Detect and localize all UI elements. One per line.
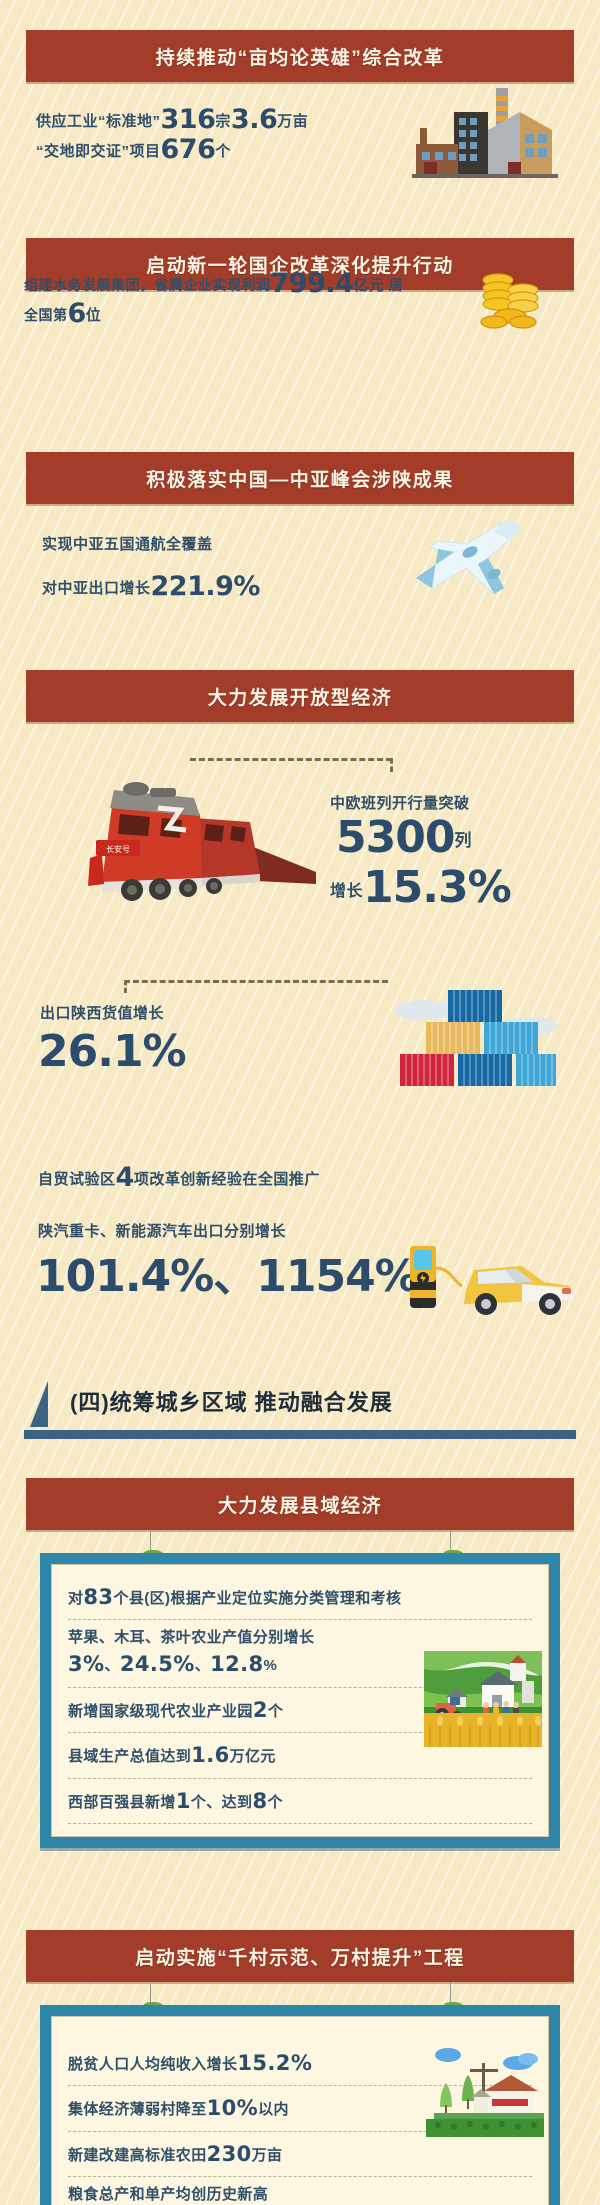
value-24-5pct: 24.5%: [119, 1652, 195, 1677]
value-ftz-4: 4: [115, 1162, 135, 1193]
bar-title: 启动新一轮国企改革深化提升行动: [146, 255, 454, 277]
stat-line-land-cert: “交地即交证”项目676个: [36, 134, 231, 165]
hook-wire-right-2: [450, 1982, 451, 2008]
shipping-containers-icon: [394, 990, 558, 1086]
train-stat-value: 5300列: [336, 812, 472, 863]
card-row: 粮食总产和单产均创历史新高: [68, 2177, 532, 2205]
value-rank-6: 6: [67, 298, 87, 329]
value-3-6: 3.6: [230, 104, 278, 135]
airplane-icon: [415, 521, 521, 595]
svg-text:长安号: 长安号: [106, 844, 130, 854]
card-row: 对83个县(区)根据产业定位实施分类管理和考核: [68, 1575, 532, 1621]
card-row: 新建改建高标准农田230万亩: [68, 2132, 532, 2178]
value-total-8: 8: [252, 1788, 268, 1813]
stat-line-standard-land: 供应工业“标准地”316宗3.6万亩: [36, 104, 309, 135]
county-economy-card-inner: 对83个县(区)根据产业定位实施分类管理和考核 苹果、木耳、茶叶农业产值分别增长…: [51, 1564, 549, 1837]
village-house-icon: [426, 2048, 544, 2137]
factory-icon: [412, 88, 558, 178]
village-project-card-inner: 脱贫人口人均纯收入增长15.2% 集体经济薄弱村降至10%以内 新建改建高标准农…: [51, 2016, 549, 2205]
section-bar-summit: 积极落实中国—中亚峰会涉陕成果: [26, 452, 574, 504]
section-flag-icon: [30, 1381, 48, 1427]
section-bar-mu-jun-reform: 持续推动“亩均论英雄”综合改革: [26, 30, 574, 82]
train-icon: 长安号: [88, 782, 316, 901]
section-rule: [24, 1430, 576, 1439]
value-new-1: 1: [175, 1788, 191, 1813]
container-stat-label: 出口陕西货值增长: [40, 1005, 165, 1022]
vehicle-stat-value: 101.4%、1154%: [36, 1240, 419, 1304]
value-1-6: 1.6: [191, 1743, 230, 1768]
value-3pct: 3%: [68, 1652, 105, 1677]
container-stat-value: 26.1%: [38, 1026, 187, 1077]
bar-title: 启动实施“千村示范、万村提升”工程: [135, 1947, 465, 1969]
section-bar-soe-reform: 启动新一轮国企改革深化提升行动: [26, 238, 574, 290]
stat-line-national-rank: 全国第6位: [24, 298, 102, 329]
stat-line-ftz: 自贸试验区4项改革创新经验在全国推广: [38, 1162, 320, 1193]
section-bar-village-project: 启动实施“千村示范、万村提升”工程: [26, 1930, 574, 1982]
value-15-2: 15.2%: [237, 2051, 313, 2075]
card-row: 脱贫人口人均纯收入增长15.2%: [68, 2041, 532, 2087]
value-15-3: 15.3%: [363, 862, 512, 913]
dashed-guide-train: [190, 758, 392, 761]
section-bar-open-economy: 大力发展开放型经济: [26, 670, 574, 722]
card-row: 苹果、木耳、茶叶农业产值分别增长 3%、24.5%、12.8%: [68, 1620, 532, 1688]
dashed-guide-train-tick: [390, 758, 393, 772]
stat-line-air-routes: 实现中亚五国通航全覆盖: [42, 536, 213, 553]
gold-coins-icon: [480, 273, 539, 329]
card-row: 新增国家级现代农业产业园2个: [68, 1688, 532, 1734]
value-26-1: 26.1%: [38, 1026, 187, 1077]
section-heading-four: (四)统筹城乡区域 推动融合发展: [24, 1381, 576, 1439]
value-10pct: 10%: [206, 2096, 259, 2121]
value-101-4-1154: 101.4%、1154%: [36, 1251, 419, 1302]
farm-village-icon: [424, 1651, 542, 1747]
hook-wire-left-2: [150, 1982, 151, 2008]
dashed-guide-container-tick: [124, 980, 127, 993]
village-project-card: 脱贫人口人均纯收入增长15.2% 集体经济薄弱村降至10%以内 新建改建高标准农…: [40, 2005, 560, 2205]
value-83: 83: [83, 1585, 114, 1609]
section-bar-county-economy: 大力发展县域经济: [26, 1478, 574, 1530]
value-221-9: 221.9%: [150, 571, 261, 602]
value-parks-2: 2: [252, 1697, 268, 1722]
stat-line-ca-export: 对中亚出口增长221.9%: [42, 571, 261, 602]
stat-line-soe-profit: 组建水务发展集团，省属企业实现利润799.4亿元 居: [24, 268, 404, 299]
card-row: 县域生产总值达到1.6万亿元: [68, 1733, 532, 1779]
train-stat-label: 中欧班列开行量突破: [330, 795, 470, 812]
value-676: 676: [160, 134, 216, 165]
section-title: (四)统筹城乡区域 推动融合发展: [70, 1390, 393, 1415]
value-799-4: 799.4: [270, 268, 354, 299]
train-growth-value: 增长15.3%: [330, 862, 512, 913]
hook-wire-left: [150, 1530, 151, 1556]
value-5300: 5300: [336, 812, 455, 863]
bar-title: 大力发展开放型经济: [207, 687, 393, 709]
ev-charging-car-icon: [410, 1246, 572, 1315]
hook-wire-right: [450, 1530, 451, 1556]
vehicle-stat-label: 陕汽重卡、新能源汽车出口分别增长: [38, 1223, 287, 1240]
dashed-guide-container: [124, 980, 388, 983]
value-230: 230: [206, 2141, 252, 2166]
bar-title: 积极落实中国—中亚峰会涉陕成果: [146, 469, 454, 491]
card-row: 集体经济薄弱村降至10%以内: [68, 2086, 532, 2132]
bar-title: 大力发展县域经济: [217, 1495, 382, 1517]
value-12-8: 12.8: [210, 1652, 264, 1677]
value-316: 316: [160, 104, 216, 135]
card-row: 西部百强县新增1个、达到8个: [68, 1779, 532, 1824]
county-economy-card: 对83个县(区)根据产业定位实施分类管理和考核 苹果、木耳、茶叶农业产值分别增长…: [40, 1553, 560, 1848]
bar-title: 持续推动“亩均论英雄”综合改革: [155, 47, 445, 69]
